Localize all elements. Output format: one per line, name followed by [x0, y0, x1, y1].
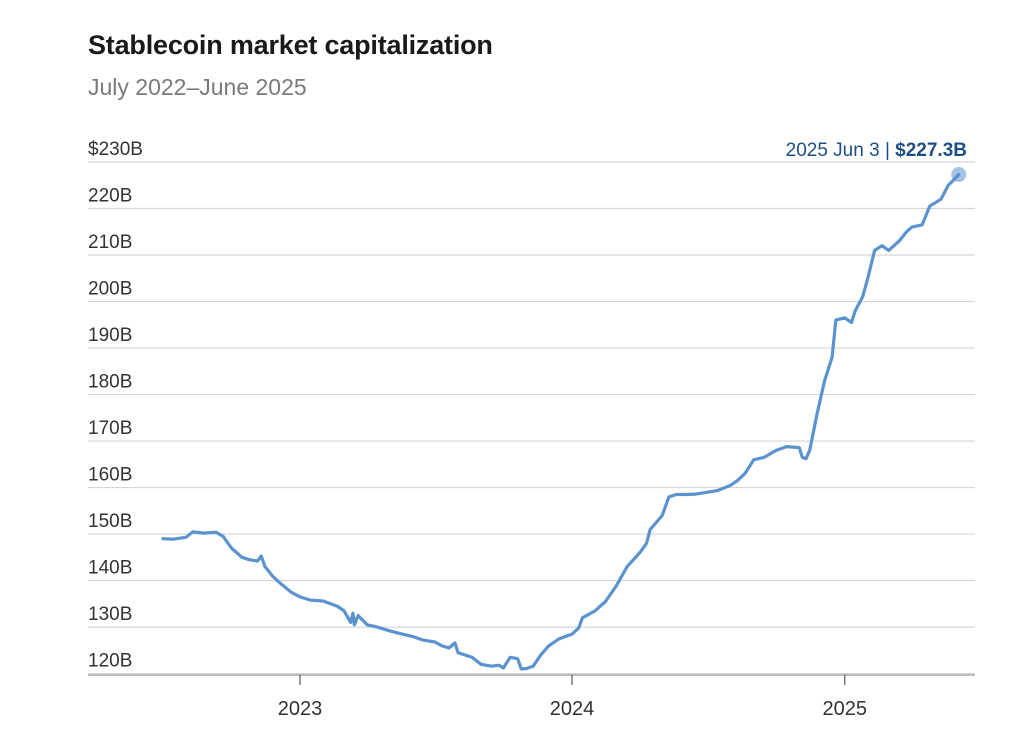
y-tick-label: 140B — [88, 558, 132, 579]
y-tick-label: 210B — [88, 232, 132, 253]
y-tick-label: 190B — [88, 325, 132, 346]
y-tick-label: 170B — [88, 418, 132, 439]
endpoint-separator: | — [885, 140, 895, 161]
chart-subtitle: July 2022–June 2025 — [88, 74, 307, 100]
annotation: 2025 Jun 3 | $227.3B — [786, 140, 967, 183]
y-tick-label: 160B — [88, 465, 132, 486]
chart-title: Stablecoin market capitalization — [88, 30, 493, 60]
endpoint-value: $227.3B — [895, 140, 967, 161]
y-tick-label: 220B — [88, 186, 132, 207]
x-tick-label: 2024 — [550, 698, 595, 720]
y-tick-label: 200B — [88, 279, 132, 300]
series-line — [161, 173, 961, 671]
gridlines — [88, 161, 975, 675]
y-tick-label: 180B — [88, 372, 132, 393]
x-axis: 2023 2024 2025 — [88, 674, 975, 720]
series-layer — [161, 173, 961, 671]
y-axis-ticks: $230B 220B 210B 200B 190B 180B 170B 160B 150B 140… — [88, 139, 143, 672]
y-tick-label: 120B — [88, 651, 132, 672]
x-tick-label: 2025 — [822, 698, 867, 720]
endpoint-label: 2025 Jun 3 | $227.3B — [786, 140, 967, 161]
y-tick-label: $230B — [88, 139, 143, 160]
y-tick-label: 130B — [88, 604, 132, 625]
endpoint-marker — [951, 167, 967, 183]
x-tick-label: 2023 — [278, 698, 323, 720]
y-tick-label: 150B — [88, 511, 132, 532]
endpoint-date: 2025 Jun 3 — [786, 140, 885, 161]
